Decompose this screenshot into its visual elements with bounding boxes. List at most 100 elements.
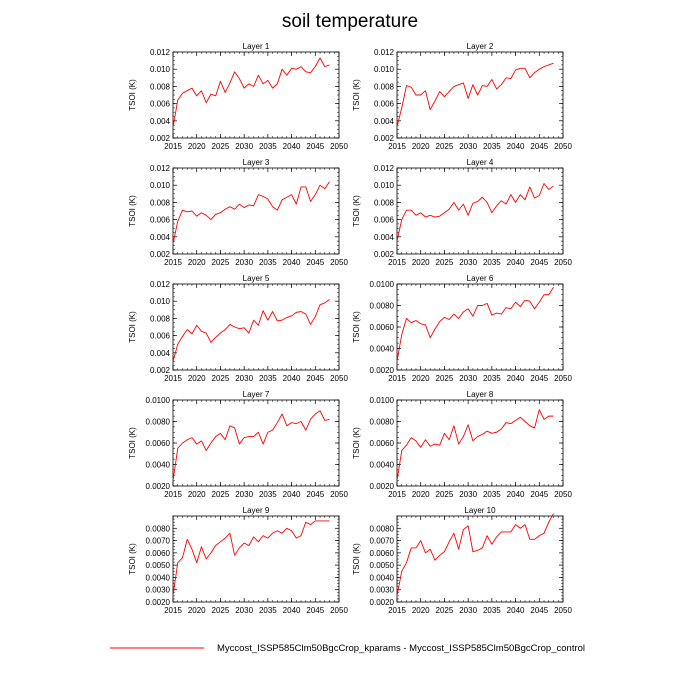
x-tick-label: 2050: [330, 490, 348, 499]
x-tick-label: 2050: [330, 374, 348, 383]
y-tick-label: 0.004: [374, 117, 395, 126]
panel-title: Layer 8: [467, 390, 494, 399]
x-tick-label: 2015: [164, 490, 182, 499]
x-tick-label: 2015: [388, 606, 406, 615]
x-tick-label: 2045: [306, 258, 324, 267]
y-tick-label: 0.010: [374, 65, 395, 74]
x-tick-label: 2045: [306, 142, 324, 151]
x-tick-label: 2030: [235, 490, 253, 499]
y-tick-label: 0.0080: [146, 418, 171, 427]
x-tick-label: 2050: [554, 606, 572, 615]
x-tick-label: 2020: [412, 490, 430, 499]
x-tick-label: 2045: [530, 142, 548, 151]
x-tick-label: 2025: [436, 606, 454, 615]
x-tick-label: 2025: [212, 258, 230, 267]
y-tick-label: 0.006: [150, 100, 171, 109]
x-tick-label: 2040: [507, 258, 525, 267]
y-tick-label: 0.0100: [146, 396, 171, 405]
x-tick-label: 2035: [259, 606, 277, 615]
x-tick-label: 2035: [259, 490, 277, 499]
x-tick-label: 2025: [212, 374, 230, 383]
series-line: [172, 410, 330, 481]
y-axis-label: TSOI (K): [352, 543, 361, 575]
y-tick-label: 0.0080: [370, 524, 395, 533]
panel-title: Layer 1: [243, 42, 270, 51]
y-tick-label: 0.0070: [146, 537, 171, 546]
y-tick-label: 0.010: [374, 181, 395, 190]
x-tick-label: 2025: [436, 142, 454, 151]
y-tick-label: 0.0060: [370, 323, 395, 332]
panel-title: Layer 10: [464, 506, 496, 515]
y-tick-label: 0.006: [150, 332, 171, 341]
series-line: [172, 181, 330, 244]
series-line: [396, 62, 554, 127]
chart-panel: Layer 1 0.002 0.004 0.006 0.008 0.010 0.012 201…: [128, 42, 348, 151]
y-tick-label: 0.0030: [370, 586, 395, 595]
x-tick-label: 2020: [188, 490, 206, 499]
x-tick-label: 2025: [436, 490, 454, 499]
x-tick-label: 2050: [330, 606, 348, 615]
y-axis-label: TSOI (K): [128, 195, 137, 227]
y-tick-label: 0.0030: [146, 586, 171, 595]
y-tick-label: 0.004: [374, 233, 395, 242]
series-line: [172, 299, 330, 362]
y-tick-label: 0.010: [150, 181, 171, 190]
x-tick-label: 2040: [507, 142, 525, 151]
x-tick-label: 2015: [388, 258, 406, 267]
y-tick-label: 0.0080: [370, 302, 395, 311]
x-tick-label: 2045: [530, 374, 548, 383]
series-line: [396, 183, 554, 242]
y-tick-label: 0.0080: [146, 524, 171, 533]
y-tick-label: 0.012: [374, 48, 395, 57]
y-tick-label: 0.008: [150, 198, 171, 207]
panel-title: Layer 2: [467, 42, 494, 51]
x-tick-label: 2025: [436, 374, 454, 383]
y-tick-label: 0.008: [374, 82, 395, 91]
x-tick-label: 2015: [388, 142, 406, 151]
y-axis-label: TSOI (K): [352, 311, 361, 343]
series-line: [396, 286, 554, 362]
x-tick-label: 2020: [188, 606, 206, 615]
plot-frame: [172, 167, 340, 255]
x-tick-label: 2020: [188, 374, 206, 383]
x-tick-label: 2045: [306, 606, 324, 615]
x-tick-label: 2035: [259, 374, 277, 383]
x-tick-label: 2035: [483, 374, 501, 383]
y-tick-label: 0.008: [150, 82, 171, 91]
y-tick-label: 0.004: [150, 117, 171, 126]
legend: Myccost_ISSP585Clm50BgcCrop_kparams - My…: [110, 643, 585, 654]
y-tick-label: 0.002: [374, 250, 395, 259]
y-axis-label: TSOI (K): [352, 79, 361, 111]
panel-title: Layer 3: [243, 158, 270, 167]
x-tick-label: 2045: [306, 490, 324, 499]
x-tick-label: 2035: [483, 258, 501, 267]
panel-title: Layer 5: [243, 274, 270, 283]
x-tick-label: 2030: [235, 606, 253, 615]
x-tick-label: 2015: [164, 258, 182, 267]
chart-panel: Layer 2 0.002 0.004 0.006 0.008 0.010 0.012 201…: [352, 42, 572, 151]
y-axis-label: TSOI (K): [128, 543, 137, 575]
y-tick-label: 0.0020: [370, 482, 395, 491]
legend-label: Myccost_ISSP585Clm50BgcCrop_kparams - My…: [217, 643, 585, 654]
x-tick-label: 2050: [554, 142, 572, 151]
chart-panel: Layer 3 0.002 0.004 0.006 0.008 0.010 0.012 201…: [128, 158, 348, 267]
panel-title: Layer 6: [467, 274, 494, 283]
x-tick-label: 2030: [235, 374, 253, 383]
y-tick-label: 0.010: [150, 297, 171, 306]
y-axis-label: TSOI (K): [128, 79, 137, 111]
chart-panels: Layer 1 0.002 0.004 0.006 0.008 0.010 0.012 201…: [128, 42, 572, 615]
x-tick-label: 2020: [412, 374, 430, 383]
x-tick-label: 2020: [412, 142, 430, 151]
series-line: [172, 57, 330, 128]
y-axis-label: TSOI (K): [128, 427, 137, 459]
chart-panel: Layer 8 0.0020 0.0040 0.0060 0.0080 0.0100 201…: [352, 390, 572, 499]
x-tick-label: 2035: [483, 142, 501, 151]
x-tick-label: 2025: [212, 606, 230, 615]
chart-panel: Layer 7 0.0020 0.0040 0.0060 0.0080 0.0100 201…: [128, 390, 348, 499]
y-tick-label: 0.012: [150, 48, 171, 57]
y-tick-label: 0.0020: [146, 598, 171, 607]
y-tick-label: 0.012: [150, 164, 171, 173]
chart-panel: Layer 5 0.002 0.004 0.006 0.008 0.010 0.012 201…: [128, 274, 348, 383]
x-tick-label: 2020: [188, 258, 206, 267]
x-tick-label: 2030: [235, 142, 253, 151]
